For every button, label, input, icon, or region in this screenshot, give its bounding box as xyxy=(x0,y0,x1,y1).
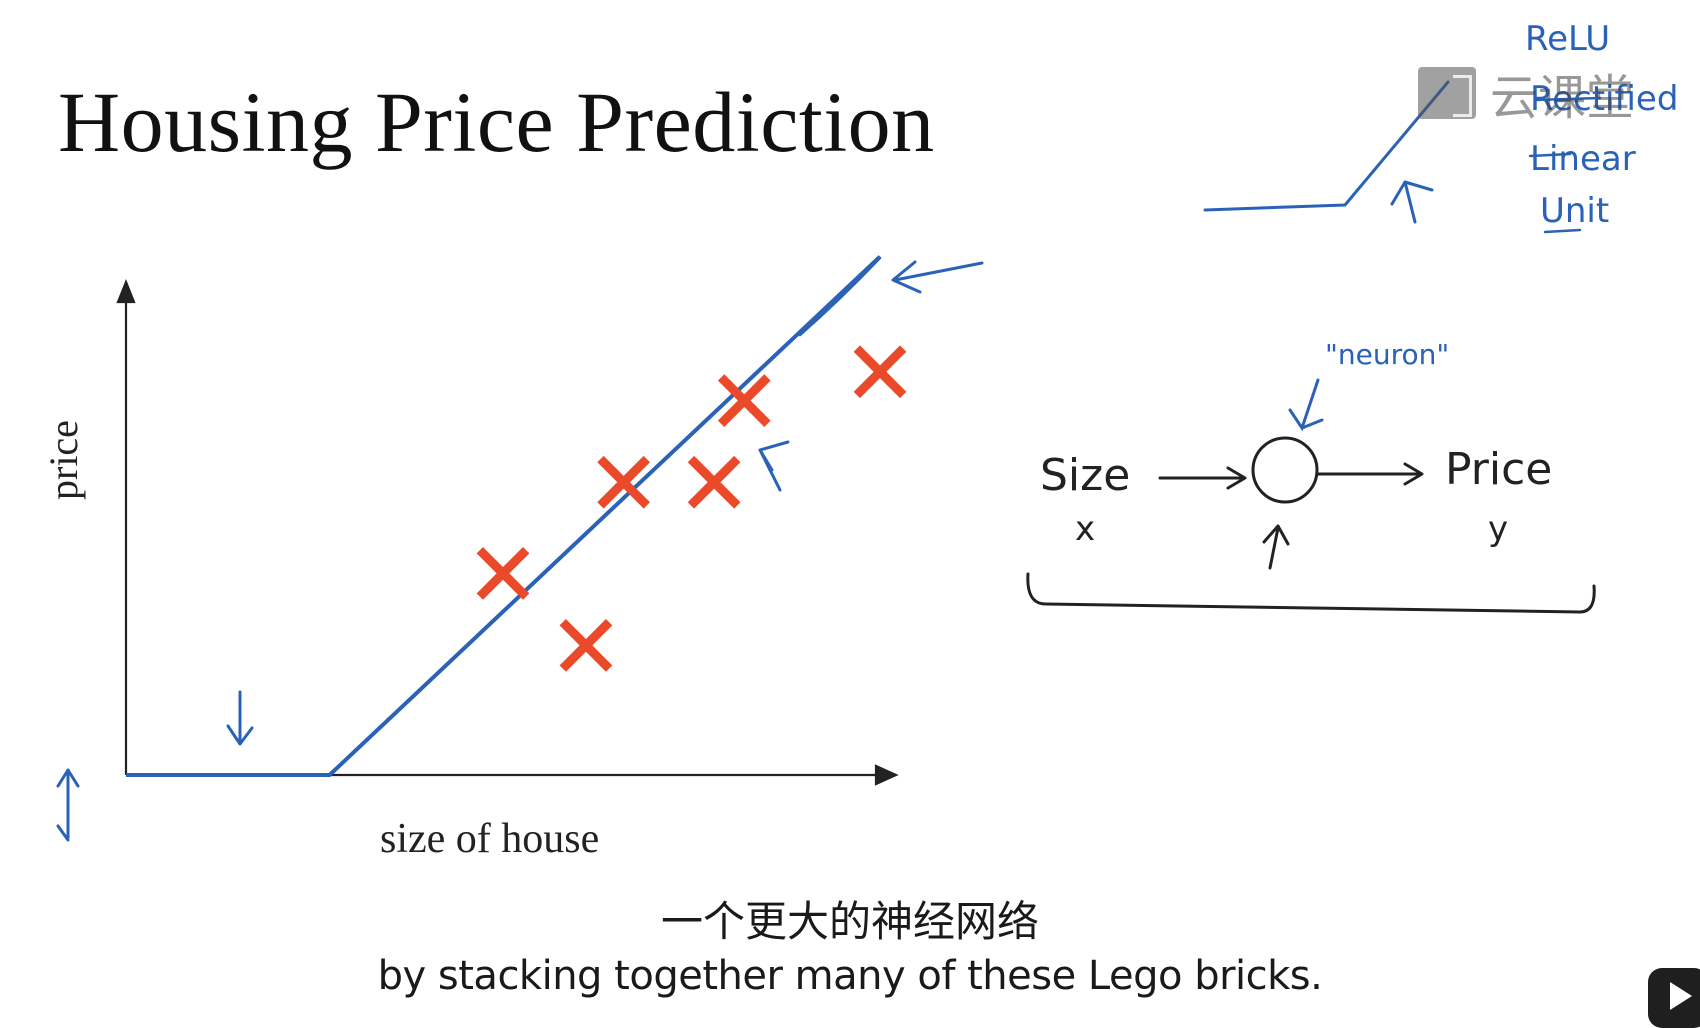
output-y-label: y xyxy=(1488,509,1508,549)
output-arrow-icon xyxy=(1316,462,1424,486)
subtitle-chinese: 一个更大的神经网络 xyxy=(660,897,1039,946)
flat-region-arrow-icon xyxy=(226,690,254,746)
brace-line xyxy=(1026,572,1596,614)
neuron-pointer-arrow-icon xyxy=(1288,378,1324,432)
line-end-arrow-icon xyxy=(891,260,984,294)
neuron-up-arrow-icon xyxy=(1262,524,1290,570)
fit-line-layer xyxy=(126,255,882,777)
relu-underlines xyxy=(1528,96,1602,234)
relu-line-4: Unit xyxy=(1540,191,1609,231)
relu-curve-sketch xyxy=(1203,80,1450,212)
video-logo-icon xyxy=(1418,67,1476,119)
relu-kink-arrow-icon xyxy=(1390,180,1434,224)
data-point-6 xyxy=(853,345,907,399)
line-end-scribble xyxy=(798,256,882,337)
input-x-label: x xyxy=(1075,509,1095,549)
x-axis-label: size of house xyxy=(380,816,600,862)
data-point-4 xyxy=(687,455,741,509)
data-point-3 xyxy=(597,455,651,509)
relu-line-3: Linear xyxy=(1530,139,1636,179)
data-point-2 xyxy=(559,619,613,672)
neuron-label: "neuron" xyxy=(1325,338,1449,371)
watermark: 云课堂 xyxy=(1418,58,1634,128)
relu-text-block: ReLU Rectified Linear Unit xyxy=(1525,19,1678,231)
play-button-icon[interactable] xyxy=(1648,968,1700,1028)
x-axis-arrowhead xyxy=(874,764,899,786)
slope-arrow-icon xyxy=(758,440,790,492)
relu-line-1: ReLU xyxy=(1525,19,1610,59)
input-size-label: Size xyxy=(1040,450,1130,501)
subtitle-area: 一个更大的神经网络 by stacking together many of t… xyxy=(0,895,1700,1003)
slide-title: Housing Price Prediction xyxy=(58,74,935,170)
watermark-text: 云课堂 xyxy=(1490,70,1635,126)
neuron-circle xyxy=(1251,436,1319,504)
subtitle-english: by stacking together many of these Lego … xyxy=(377,953,1323,999)
neuron-diagram-labels: Size x Price y xyxy=(1040,444,1552,549)
zero-price-arrow-icon xyxy=(56,768,80,842)
y-axis-arrowhead xyxy=(116,279,136,304)
relu-fit-line xyxy=(126,255,882,777)
data-point-1 xyxy=(476,547,530,600)
output-price-label: Price xyxy=(1445,444,1552,495)
input-arrow-icon xyxy=(1158,466,1247,490)
relu-line-2: Rectified xyxy=(1530,79,1678,119)
chart-axes xyxy=(116,279,899,786)
data-point-5 xyxy=(717,374,771,427)
scatter-points xyxy=(476,345,907,672)
